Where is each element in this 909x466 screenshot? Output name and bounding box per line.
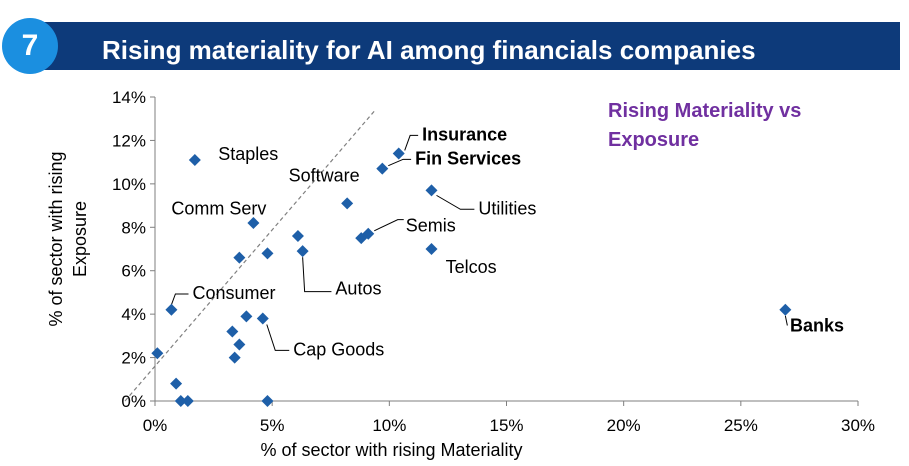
x-tick-label: 25% (724, 416, 758, 435)
x-tick-label: 20% (607, 416, 641, 435)
data-point-diamond (261, 247, 274, 260)
data-point-diamond (341, 197, 354, 210)
data-point-diamond (165, 303, 178, 316)
point-label: Staples (218, 144, 278, 164)
point-label: Insurance (422, 124, 507, 144)
x-tick-label: 15% (489, 416, 523, 435)
point-label: Telcos (446, 257, 497, 277)
label-leader-line (784, 315, 788, 326)
data-point-diamond (151, 347, 164, 360)
y-tick-label: 4% (121, 305, 146, 324)
label-leader-line (302, 257, 332, 293)
y-axis-title-line-1: % of sector with rising (46, 151, 66, 326)
data-point-diamond (261, 395, 274, 407)
data-point-diamond (233, 338, 246, 351)
point-label: Comm Serv (171, 198, 266, 218)
data-point-diamond (425, 243, 438, 255)
y-tick-label: 8% (121, 218, 146, 237)
y-tick-label: 10% (112, 175, 146, 194)
x-tick-label: 5% (260, 416, 285, 435)
data-point-diamond (226, 325, 239, 338)
chart-annotation-line: Rising Materiality vs (608, 100, 801, 122)
y-tick-label: 0% (121, 392, 146, 411)
y-tick-label: 2% (121, 349, 146, 368)
x-tick-label: 0% (143, 416, 168, 435)
data-point-diamond (256, 312, 269, 325)
data-point-diamond (170, 377, 183, 390)
title-bar: Rising materiality for AI among financia… (28, 22, 900, 70)
label-leader-line (404, 134, 419, 151)
label-leader-line (170, 293, 189, 305)
point-label: Semis (406, 216, 456, 236)
data-point-diamond (247, 216, 260, 229)
data-point-diamond (240, 310, 253, 323)
data-point-diamond (181, 395, 194, 407)
point-label: Utilities (478, 198, 536, 218)
point-label: Consumer (192, 283, 275, 303)
label-leader-line (374, 219, 404, 232)
point-label: Banks (790, 316, 844, 336)
label-leader-line (436, 194, 475, 210)
chart-annotation-line: Exposure (608, 129, 699, 151)
data-point-diamond (296, 245, 309, 258)
point-label: Software (289, 166, 360, 186)
data-point-diamond (174, 395, 187, 407)
y-tick-label: 6% (121, 262, 146, 281)
chart-marks (151, 147, 792, 407)
chart-title: Rising materiality for AI among financia… (102, 35, 756, 65)
y-tick-label: 12% (112, 131, 146, 150)
figure-number-badge: 7 (2, 18, 58, 74)
data-point-diamond (376, 162, 389, 175)
point-label: Autos (335, 279, 381, 299)
x-axis-title: % of sector with rising Materiality (260, 440, 522, 460)
data-point-diamond (425, 184, 438, 197)
chart-header: Rising materiality for AI among financia… (0, 18, 900, 76)
data-point-diamond (228, 351, 241, 364)
data-point-diamond (188, 153, 201, 166)
data-point-diamond (779, 303, 792, 316)
data-point-diamond (291, 229, 304, 242)
data-point-diamond (233, 251, 246, 264)
reference-diagonal-line (124, 109, 376, 402)
x-tick-label: 30% (841, 416, 875, 435)
y-axis-title-line-2: Exposure (70, 201, 90, 277)
y-tick-label: 14% (112, 88, 146, 107)
point-label: Cap Goods (293, 339, 384, 359)
label-leader-line (388, 158, 412, 167)
data-point-diamond (392, 147, 405, 160)
label-leader-line (266, 324, 290, 351)
data-point-diamond (355, 232, 368, 245)
point-label: Fin Services (415, 148, 521, 168)
x-tick-label: 10% (372, 416, 406, 435)
chart-texts: 0% 2% 4% 6% 8% 10% 12% 14% 0% 5% 10% 15% 20% 25% 30% % … (46, 88, 875, 460)
